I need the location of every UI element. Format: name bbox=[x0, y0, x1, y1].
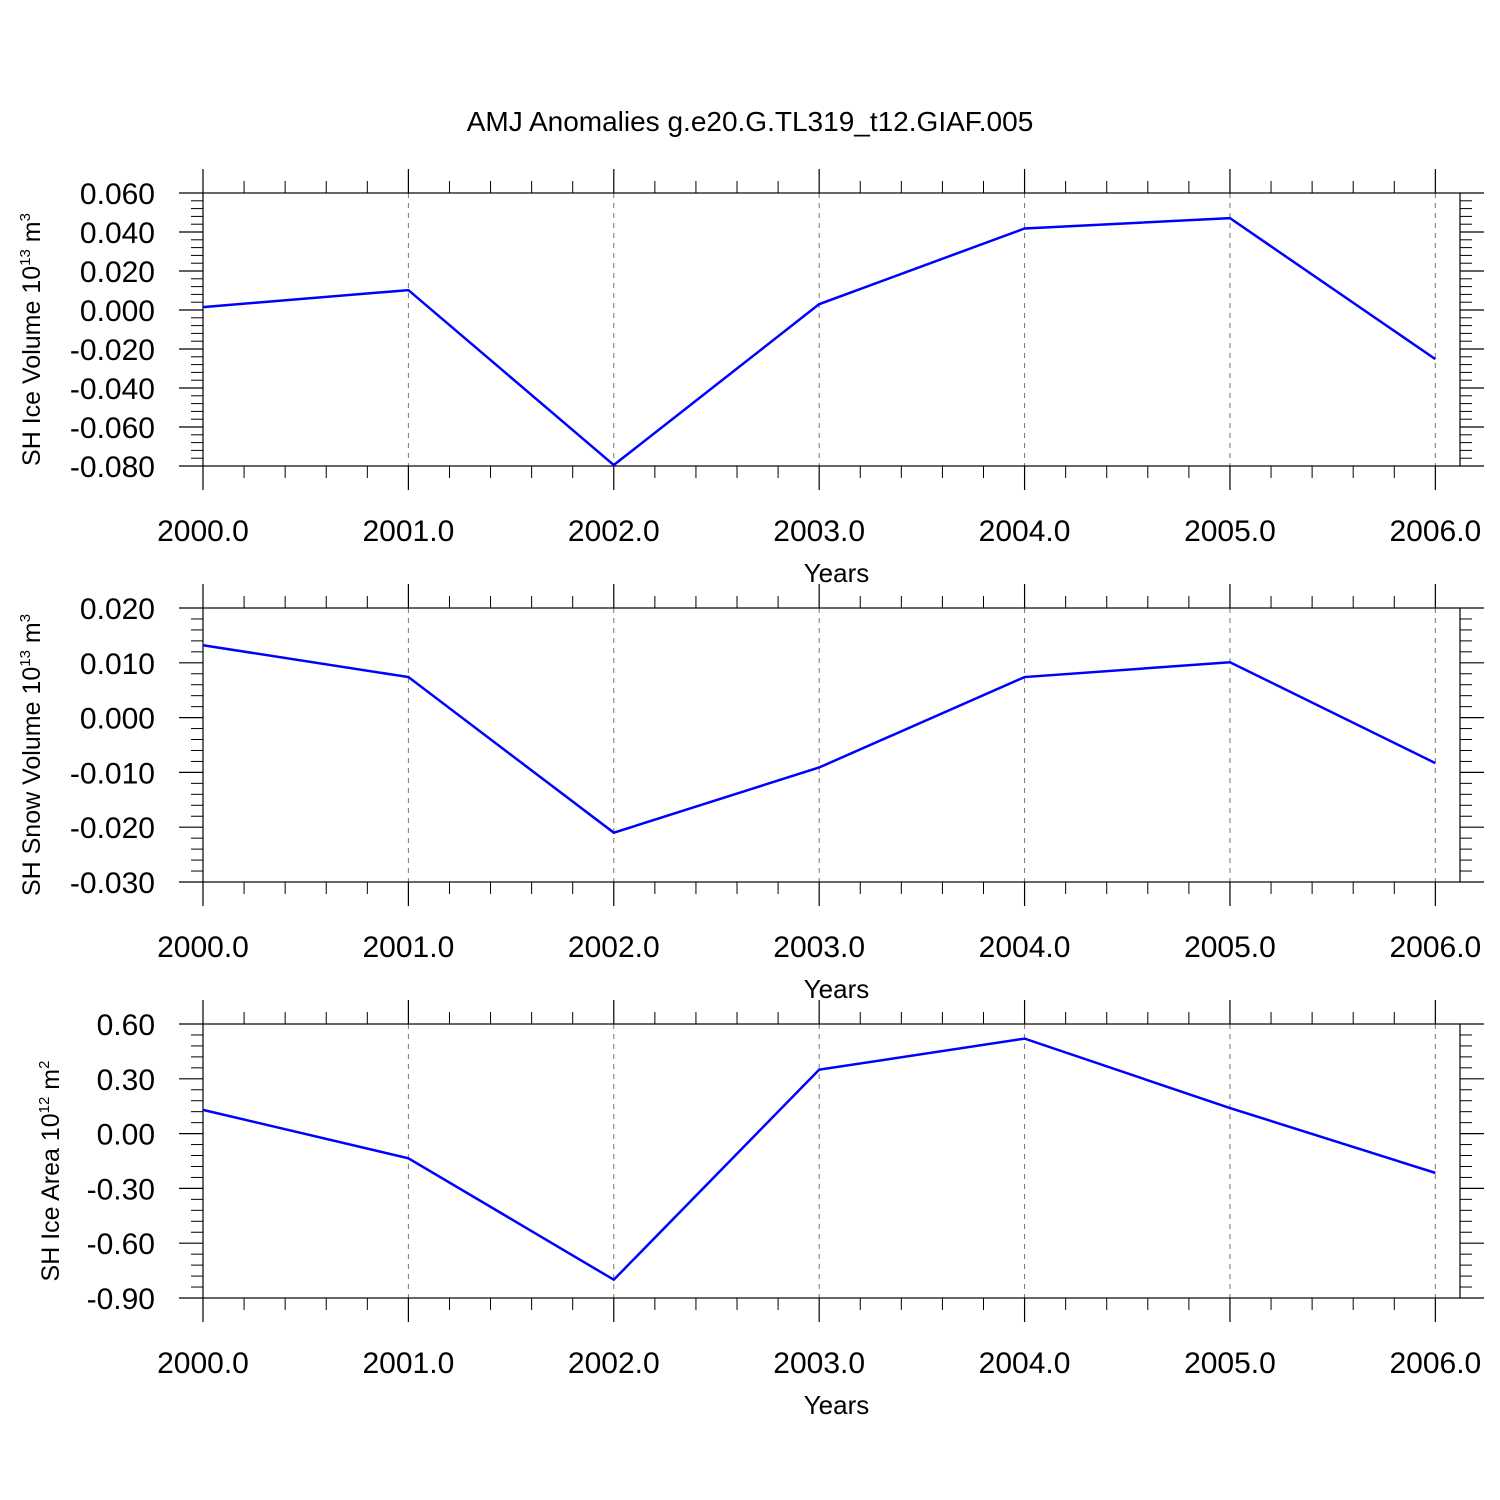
x-tick-label: 2004.0 bbox=[979, 515, 1071, 548]
plot-frame bbox=[202, 192, 1461, 467]
x-axis-label: Years bbox=[804, 558, 870, 588]
y-tick-label: -0.030 bbox=[70, 867, 155, 900]
y-tick-label: -0.30 bbox=[87, 1173, 155, 1206]
y-tick-label: 0.60 bbox=[97, 1009, 155, 1042]
x-tick-label: 2002.0 bbox=[568, 1347, 660, 1380]
panels: 2000.0 2001.0 2002.0 2003.0 2004.0 2005.0 2006… bbox=[17, 169, 1484, 1420]
y-axis-label-main: SH Ice Volume 10 bbox=[18, 266, 46, 466]
x-tick-label: 2000.0 bbox=[157, 931, 249, 964]
y-axis-label-unit: m bbox=[18, 622, 46, 650]
y-axis-label-exponent: 12 bbox=[36, 1097, 53, 1114]
x-tick-label: 2000.0 bbox=[157, 515, 249, 548]
x-tick-label: 2004.0 bbox=[979, 1347, 1071, 1380]
y-tick-label: -0.080 bbox=[70, 451, 155, 484]
plot-frame bbox=[202, 1023, 1461, 1299]
y-tick-label: -0.040 bbox=[70, 373, 155, 406]
y-tick-label: -0.010 bbox=[70, 757, 155, 790]
y-tick-label: 0.000 bbox=[80, 295, 155, 328]
y-axis-label-unit-exponent: 2 bbox=[36, 1061, 53, 1069]
x-tick-label: 2001.0 bbox=[363, 1347, 455, 1380]
y-tick-label: 0.30 bbox=[97, 1064, 155, 1097]
y-axis-label: SH Ice Volume 1013 m3 bbox=[17, 213, 46, 466]
y-axis-label-main: SH Snow Volume 10 bbox=[18, 667, 46, 896]
panel-2: 2000.0 2001.0 2002.0 2003.0 2004.0 2005.0 2006… bbox=[17, 584, 1484, 1004]
y-tick-label: 0.020 bbox=[80, 593, 155, 626]
x-tick-label: 2006.0 bbox=[1389, 1347, 1481, 1380]
y-tick-label: 0.010 bbox=[80, 648, 155, 681]
y-tick-label: -0.020 bbox=[70, 812, 155, 845]
y-tick-label: -0.020 bbox=[70, 334, 155, 367]
plot-frame bbox=[202, 607, 1461, 883]
y-tick-label: -0.90 bbox=[87, 1283, 155, 1316]
panel-1: 2000.0 2001.0 2002.0 2003.0 2004.0 2005.0 2006… bbox=[17, 169, 1484, 588]
y-axis-label-exponent: 13 bbox=[17, 249, 34, 266]
x-tick-label: 2005.0 bbox=[1184, 515, 1276, 548]
y-tick-label: 0.040 bbox=[80, 217, 155, 250]
x-tick-label: 2004.0 bbox=[979, 931, 1071, 964]
x-tick-label: 2003.0 bbox=[773, 1347, 865, 1380]
x-tick-label: 2002.0 bbox=[568, 515, 660, 548]
x-axis-label: Years bbox=[804, 974, 870, 1004]
x-tick-label: 2001.0 bbox=[363, 931, 455, 964]
x-tick-label: 2005.0 bbox=[1184, 931, 1276, 964]
x-tick-label: 2006.0 bbox=[1389, 931, 1481, 964]
x-tick-label: 2006.0 bbox=[1389, 515, 1481, 548]
y-axis-label: SH Snow Volume 1013 m3 bbox=[17, 614, 46, 896]
chart-title: AMJ Anomalies g.e20.G.TL319_t12.GIAF.005 bbox=[467, 106, 1034, 137]
y-axis-label-unit-exponent: 3 bbox=[17, 213, 34, 221]
y-tick-label: 0.060 bbox=[80, 178, 155, 211]
y-tick-label: 0.000 bbox=[80, 703, 155, 736]
x-tick-label: 2005.0 bbox=[1184, 1347, 1276, 1380]
x-tick-label: 2001.0 bbox=[363, 515, 455, 548]
x-tick-label: 2002.0 bbox=[568, 931, 660, 964]
x-axis-label: Years bbox=[804, 1390, 870, 1420]
y-axis-label-exponent: 13 bbox=[17, 650, 34, 667]
y-tick-label: 0.00 bbox=[97, 1119, 155, 1152]
y-axis-label-main: SH Ice Area 10 bbox=[37, 1113, 65, 1281]
y-axis-label-unit-exponent: 3 bbox=[17, 614, 34, 622]
x-tick-label: 2003.0 bbox=[773, 515, 865, 548]
x-tick-label: 2000.0 bbox=[157, 1347, 249, 1380]
y-tick-label: 0.020 bbox=[80, 256, 155, 289]
panel-3: 2000.0 2001.0 2002.0 2003.0 2004.0 2005.0 2006… bbox=[36, 1000, 1484, 1420]
x-tick-label: 2003.0 bbox=[773, 931, 865, 964]
y-axis-label: SH Ice Area 1012 m2 bbox=[36, 1061, 65, 1282]
y-tick-label: -0.60 bbox=[87, 1228, 155, 1261]
y-axis-label-unit: m bbox=[18, 221, 46, 249]
y-axis-label-unit: m bbox=[37, 1069, 65, 1097]
y-tick-label: -0.060 bbox=[70, 412, 155, 445]
